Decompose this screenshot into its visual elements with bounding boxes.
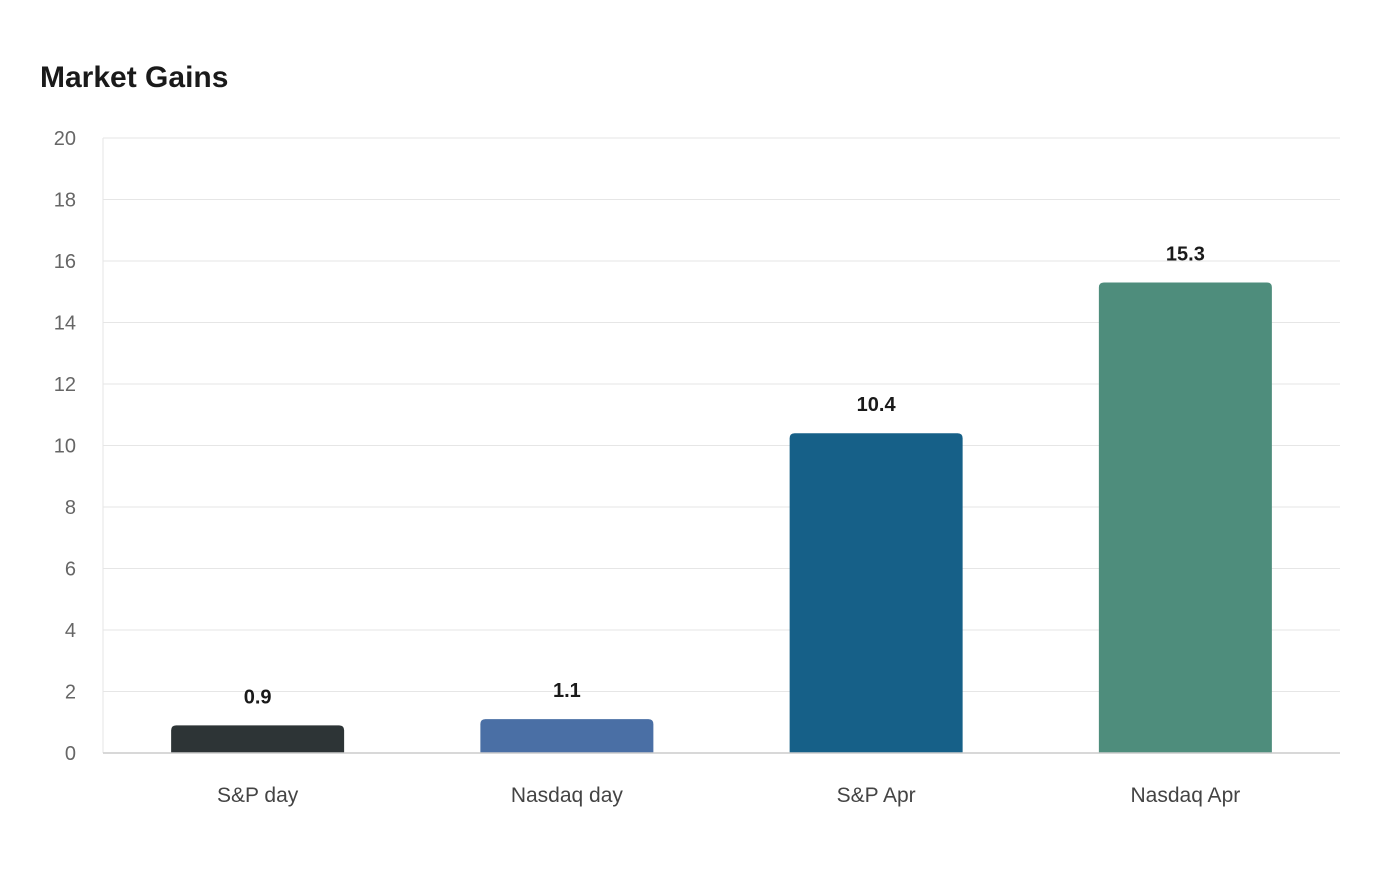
data-label: 1.1 — [553, 680, 581, 702]
y-tick-label: 14 — [54, 313, 76, 335]
y-tick-label: 10 — [54, 436, 76, 458]
y-tick-label: 12 — [54, 374, 76, 396]
x-tick-label: S&P day — [217, 784, 299, 807]
y-tick-label: 6 — [65, 559, 76, 581]
x-tick-label: Nasdaq day — [511, 784, 624, 807]
bar-s-p-apr — [789, 433, 963, 753]
bar-s-p-day — [171, 725, 345, 753]
y-tick-label: 8 — [65, 497, 76, 519]
data-label: 0.9 — [244, 686, 272, 708]
y-tick-label: 20 — [54, 128, 76, 150]
data-label: 15.3 — [1166, 244, 1205, 266]
x-tick-label: S&P Apr — [837, 784, 916, 807]
x-tick-label: Nasdaq Apr — [1131, 784, 1241, 807]
data-label: 10.4 — [857, 394, 897, 416]
y-tick-label: 18 — [54, 190, 76, 212]
y-tick-label: 2 — [65, 682, 76, 704]
y-axis-ticks: 0 2 4 6 8 10 12 14 16 18 20 — [54, 128, 76, 765]
y-tick-label: 16 — [54, 251, 76, 273]
bar-nasdaq-apr — [1098, 282, 1272, 753]
data-labels: 0.9 1.1 10.4 15.3 — [244, 244, 1205, 709]
axes — [102, 138, 1340, 754]
chart-title: Market Gains — [40, 61, 229, 94]
bar-nasdaq-day — [480, 719, 654, 753]
y-tick-label: 4 — [65, 620, 76, 642]
bars — [171, 282, 1272, 753]
x-axis-ticks: S&P day Nasdaq day S&P Apr Nasdaq Apr — [217, 784, 1240, 807]
y-tick-label: 0 — [65, 743, 76, 765]
